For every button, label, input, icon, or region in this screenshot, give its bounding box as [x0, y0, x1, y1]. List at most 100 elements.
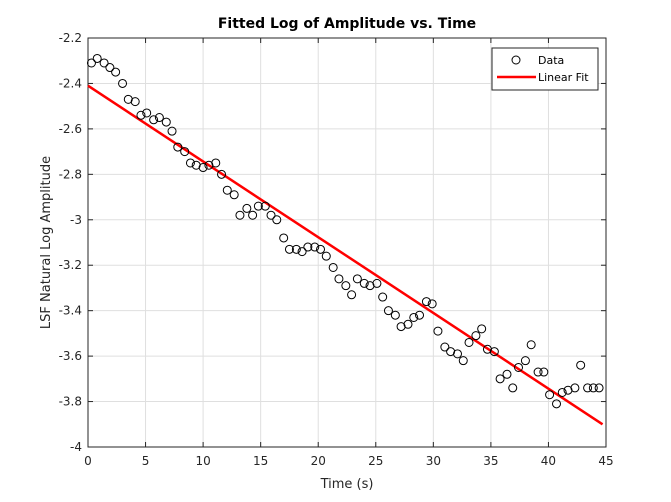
- chart-title: Fitted Log of Amplitude vs. Time: [218, 16, 476, 32]
- data-point: [328, 262, 338, 272]
- x-tick-label: 25: [368, 454, 383, 468]
- data-point: [482, 344, 492, 354]
- data-point: [92, 53, 102, 63]
- x-tick-label: 35: [483, 454, 498, 468]
- data-point: [167, 126, 177, 136]
- y-tick-label: -2.6: [59, 122, 82, 136]
- data-point: [123, 94, 133, 104]
- data-point: [154, 113, 164, 123]
- axes-background: [88, 38, 606, 447]
- data-point: [421, 297, 431, 307]
- x-tick-label: 30: [426, 454, 441, 468]
- data-point: [594, 383, 604, 393]
- data-point: [130, 97, 140, 107]
- data-point: [180, 147, 190, 157]
- data-point: [552, 399, 562, 409]
- y-tick-label: -3: [70, 213, 82, 227]
- data-point: [173, 142, 183, 152]
- data-point: [396, 322, 406, 332]
- data-point: [352, 274, 362, 284]
- data-point: [99, 58, 109, 68]
- data-point: [334, 274, 344, 284]
- data-point: [433, 326, 443, 336]
- data-point: [111, 67, 121, 77]
- y-tick-label: -3.8: [59, 395, 82, 409]
- data-point: [545, 390, 555, 400]
- data-point: [489, 347, 499, 357]
- x-tick-label: 0: [84, 454, 92, 468]
- legend-box: [491, 47, 599, 91]
- data-point: [390, 310, 400, 320]
- axes-box: [87, 37, 607, 448]
- data-point: [149, 115, 159, 125]
- y-tick-label: -3.6: [59, 349, 82, 363]
- data-point: [341, 281, 351, 291]
- y-tick-label: -3.2: [59, 258, 82, 272]
- data-point: [526, 340, 536, 350]
- data-series: [86, 53, 604, 409]
- data-point: [495, 374, 505, 384]
- y-tick-label: -2.4: [59, 76, 82, 90]
- y-tick-label: -4: [70, 440, 82, 454]
- data-point: [161, 117, 171, 127]
- data-point: [458, 356, 468, 366]
- data-point: [570, 383, 580, 393]
- legend: Data Linear Fit: [491, 47, 599, 91]
- data-point: [260, 201, 270, 211]
- data-point: [453, 349, 463, 359]
- data-point: [118, 78, 128, 88]
- x-tick-label: 40: [541, 454, 556, 468]
- data-point: [409, 312, 419, 322]
- data-point: [222, 185, 232, 195]
- data-point: [583, 383, 593, 393]
- data-point: [185, 158, 195, 168]
- data-point: [204, 160, 214, 170]
- data-point: [191, 160, 201, 170]
- data-point: [588, 383, 598, 393]
- linear-fit-line: [87, 84, 604, 426]
- data-point: [514, 362, 524, 372]
- data-point: [446, 347, 456, 357]
- data-point: [471, 331, 481, 341]
- data-point: [217, 169, 227, 179]
- data-point: [321, 251, 331, 261]
- data-point: [378, 292, 388, 302]
- x-tick-label: 10: [195, 454, 210, 468]
- data-point: [229, 190, 239, 200]
- data-point: [272, 215, 282, 225]
- data-point: [136, 110, 146, 120]
- y-tick-label: -3.4: [59, 304, 82, 318]
- data-point: [427, 299, 437, 309]
- data-point: [477, 324, 487, 334]
- data-point: [86, 58, 96, 68]
- y-tick-label: -2.2: [59, 31, 82, 45]
- data-point: [539, 367, 549, 377]
- data-point: [464, 337, 474, 347]
- data-point: [198, 163, 208, 173]
- data-point: [253, 201, 263, 211]
- data-point: [303, 242, 313, 252]
- data-point: [279, 233, 289, 243]
- legend-data-marker: [511, 55, 521, 65]
- data-point: [316, 244, 326, 254]
- data-point: [365, 281, 375, 291]
- data-point: [576, 360, 586, 370]
- data-point: [211, 158, 221, 168]
- data-point: [359, 278, 369, 288]
- data-point: [508, 383, 518, 393]
- data-point: [142, 108, 152, 118]
- y-tick-label: -2.8: [59, 167, 82, 181]
- data-point: [563, 385, 573, 395]
- data-point: [520, 356, 530, 366]
- x-tick-label: 45: [598, 454, 613, 468]
- data-point: [383, 306, 393, 316]
- x-tick-label: 20: [311, 454, 326, 468]
- linear-fit-series: [87, 84, 604, 426]
- data-point: [242, 203, 252, 213]
- data-point: [235, 210, 245, 220]
- data-point: [403, 319, 413, 329]
- data-point: [266, 210, 276, 220]
- plot-area: 0 5 10 15 20 25 30 35 40 45 -4 -3.8 -3.6 -3.4 -3.2 -3 -2…: [59, 31, 614, 468]
